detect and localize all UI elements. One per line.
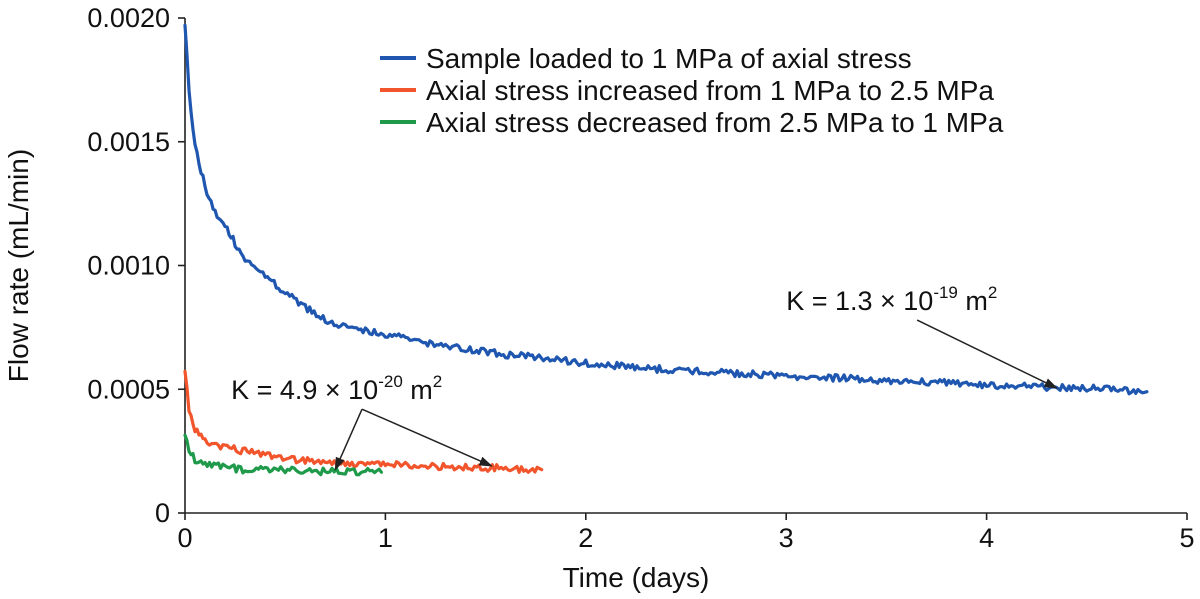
legend-label-2: Axial stress increased from 1 MPa to 2.5… [426, 75, 994, 106]
x-tick-label: 2 [578, 523, 593, 553]
annotation-arrow-2-2 [361, 408, 493, 467]
y-axis-ticks: 0 0.0005 0.0010 0.0015 0.0020 [87, 3, 185, 528]
series-line-2 [183, 369, 544, 474]
y-tick-label: 0.0020 [87, 3, 170, 33]
x-axis-ticks: 0 1 2 3 4 5 [177, 513, 1195, 553]
annotation-label-2: K = 4.9 × 10-20 m2 [231, 372, 442, 405]
series-layer [183, 23, 1149, 477]
x-tick-label: 0 [177, 523, 192, 553]
y-tick-label: 0.0015 [87, 127, 170, 157]
axes: 0 1 2 3 4 5 0 0.0005 0.0010 0.0015 0.0020 [87, 3, 1194, 553]
series-line-1 [183, 23, 1149, 396]
x-tick-label: 1 [378, 523, 393, 553]
x-tick-label: 3 [779, 523, 794, 553]
annotation-arrow-2-1 [334, 408, 363, 471]
y-tick-label: 0.0010 [87, 251, 170, 281]
annotation-arrow-1-1 [916, 319, 1058, 389]
y-tick-label: 0.0005 [87, 374, 170, 404]
annotation-layer: K = 1.3 × 10-19 m2 K = 4.9 × 10-20 m2 [231, 283, 1058, 471]
legend: Sample loaded to 1 MPa of axial stressAx… [380, 43, 1004, 138]
x-tick-label: 4 [979, 523, 994, 553]
annotation-label-1: K = 1.3 × 10-19 m2 [786, 283, 997, 316]
x-tick-label: 5 [1179, 523, 1194, 553]
y-tick-label: 0 [155, 498, 170, 528]
legend-label-3: Axial stress decreased from 2.5 MPa to 1… [426, 107, 1004, 138]
y-axis-title: Flow rate (mL/min) [3, 149, 34, 382]
series-line-3 [183, 433, 383, 477]
x-axis-title: Time (days) [563, 562, 710, 593]
legend-label-1: Sample loaded to 1 MPa of axial stress [426, 43, 912, 74]
